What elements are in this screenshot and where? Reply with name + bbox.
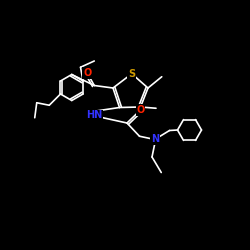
Text: N: N: [151, 134, 159, 144]
Text: O: O: [136, 105, 144, 115]
Text: S: S: [128, 69, 135, 79]
Text: HN: HN: [86, 110, 103, 120]
Text: O: O: [83, 68, 92, 78]
